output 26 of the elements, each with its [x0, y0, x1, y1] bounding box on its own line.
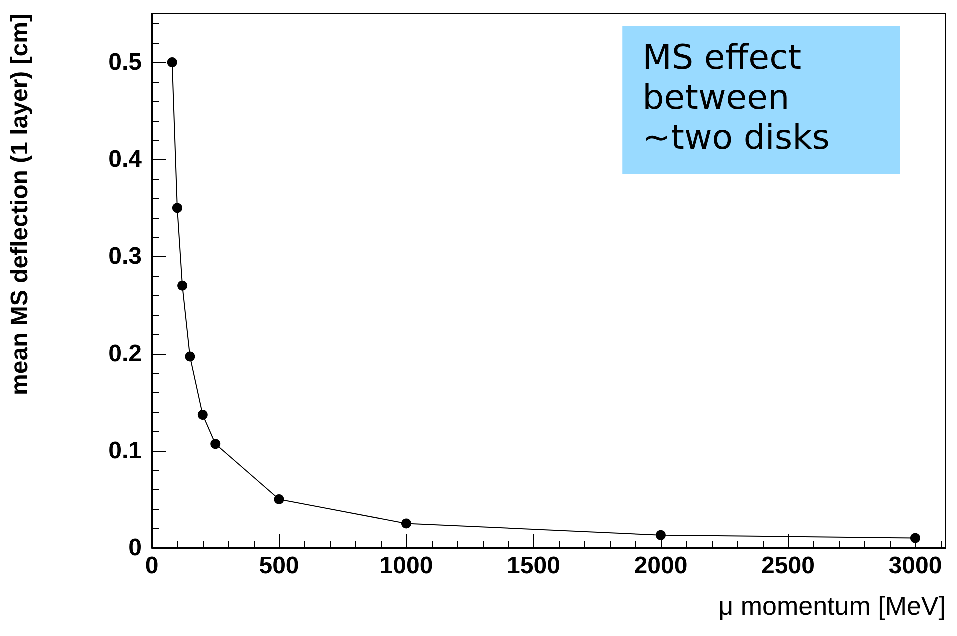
- annotation: MS effect between ~two disks: [642, 38, 830, 158]
- x-tick-label: 1500: [507, 552, 560, 580]
- point: [178, 280, 188, 291]
- x-tick-label: 2000: [634, 552, 688, 580]
- point: [401, 518, 412, 529]
- y-tick-label: 0.4: [108, 146, 143, 174]
- x-axis-title: μ momentum [MeV]: [718, 591, 946, 621]
- point: [910, 533, 920, 544]
- x-tick-label: 3000: [888, 552, 942, 580]
- point: [172, 203, 182, 214]
- y-tick-label: 0.2: [108, 340, 142, 368]
- y-tick-label: 0.3: [108, 243, 142, 270]
- point: [185, 352, 196, 362]
- y-tick-label: 0: [128, 534, 142, 562]
- point: [167, 58, 178, 68]
- point: [274, 494, 284, 504]
- point: [210, 439, 221, 450]
- x-tick-label: 500: [259, 552, 300, 580]
- y-tick-label: 0.5: [108, 49, 142, 76]
- x-tick-label: 1000: [380, 552, 434, 580]
- y-tick-label: 0.1: [108, 437, 142, 464]
- point: [656, 530, 666, 540]
- point: [198, 410, 208, 420]
- x-tick-label: 0: [145, 552, 159, 580]
- y-axis-title: mean MS deflection (1 layer) [cm]: [6, 14, 34, 396]
- x-tick-label: 2500: [762, 552, 815, 580]
